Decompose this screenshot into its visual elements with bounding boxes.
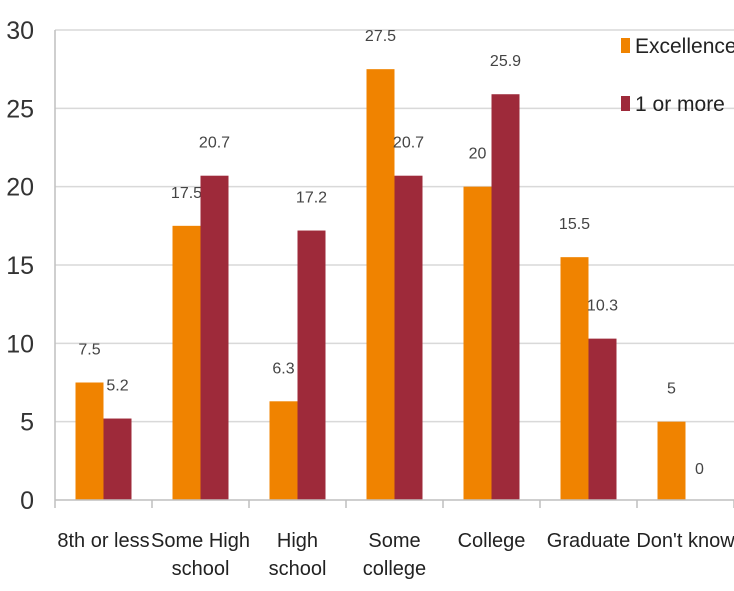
data-label: 20.7 — [199, 135, 230, 152]
bar-excellence — [75, 382, 104, 500]
x-category-label: Some High — [151, 530, 250, 552]
data-label: 25.9 — [490, 53, 521, 70]
y-tick-label: 10 — [6, 330, 34, 358]
legend: Excellence 1 or more — [621, 35, 734, 116]
y-axis: 0 5 10 15 20 25 30 — [6, 17, 56, 515]
bar-excellence — [657, 421, 686, 500]
data-label: 17.2 — [296, 190, 327, 207]
x-category-label: College — [458, 530, 526, 552]
bar-1-or-more — [491, 94, 520, 500]
bar-1-or-more — [297, 230, 326, 501]
data-label: 20.7 — [393, 135, 424, 152]
x-category-label: Some — [368, 530, 420, 552]
bar-1-or-more — [588, 338, 617, 500]
data-label: 15.5 — [559, 216, 590, 233]
x-category-label: 8th or less — [57, 530, 149, 552]
bars: 7.5 17.5 6.3 27.5 20 15.5 5 5.2 20.7 17.2 20.7 25.9… — [75, 28, 704, 501]
data-label: 10.3 — [587, 298, 618, 315]
data-label: 27.5 — [365, 28, 396, 45]
data-label: 5.2 — [106, 378, 128, 395]
data-label: 17.5 — [171, 185, 202, 202]
data-label: 0 — [695, 461, 704, 478]
bar-1-or-more — [103, 418, 132, 500]
y-tick-label: 15 — [6, 252, 34, 280]
y-tick-label: 20 — [6, 174, 34, 202]
bar-1-or-more — [394, 175, 423, 500]
x-category-label: Don't know — [636, 530, 734, 552]
data-label: 5 — [667, 381, 676, 398]
y-tick-label: 5 — [20, 409, 34, 437]
y-tick-label: 0 — [20, 487, 34, 515]
legend-swatch — [621, 96, 630, 111]
bar-excellence — [366, 69, 395, 501]
x-category-label: school — [269, 558, 327, 580]
bar-excellence — [560, 257, 589, 500]
bar-excellence — [172, 225, 201, 501]
bar-1-or-more — [200, 175, 229, 500]
legend-swatch — [621, 38, 630, 53]
x-category-label: High — [277, 530, 318, 552]
legend-label: Excellence — [635, 35, 734, 58]
x-category-label: college — [363, 558, 426, 580]
x-axis: 8th or less Some High school High school Some… — [54, 499, 734, 580]
bar-excellence — [269, 401, 298, 500]
y-tick-label: 30 — [6, 17, 34, 45]
data-label: 6.3 — [272, 360, 294, 377]
y-tick-label: 25 — [6, 95, 34, 123]
x-category-label: school — [172, 558, 230, 580]
bar-excellence — [463, 186, 492, 500]
legend-label: 1 or more — [635, 93, 725, 116]
x-category-label: Graduate — [547, 530, 630, 552]
data-label: 20 — [469, 146, 487, 163]
data-label: 7.5 — [78, 342, 100, 359]
